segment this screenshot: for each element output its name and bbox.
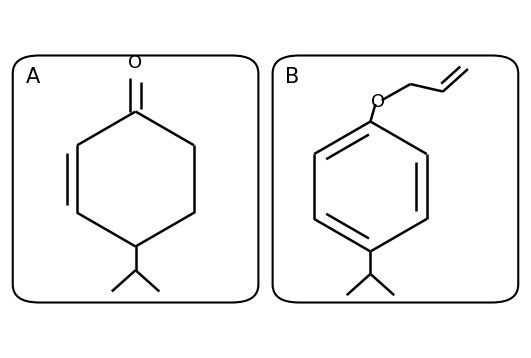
Text: O: O xyxy=(129,54,143,72)
Text: O: O xyxy=(371,92,385,111)
Text: A: A xyxy=(25,67,40,87)
Text: B: B xyxy=(286,67,299,87)
